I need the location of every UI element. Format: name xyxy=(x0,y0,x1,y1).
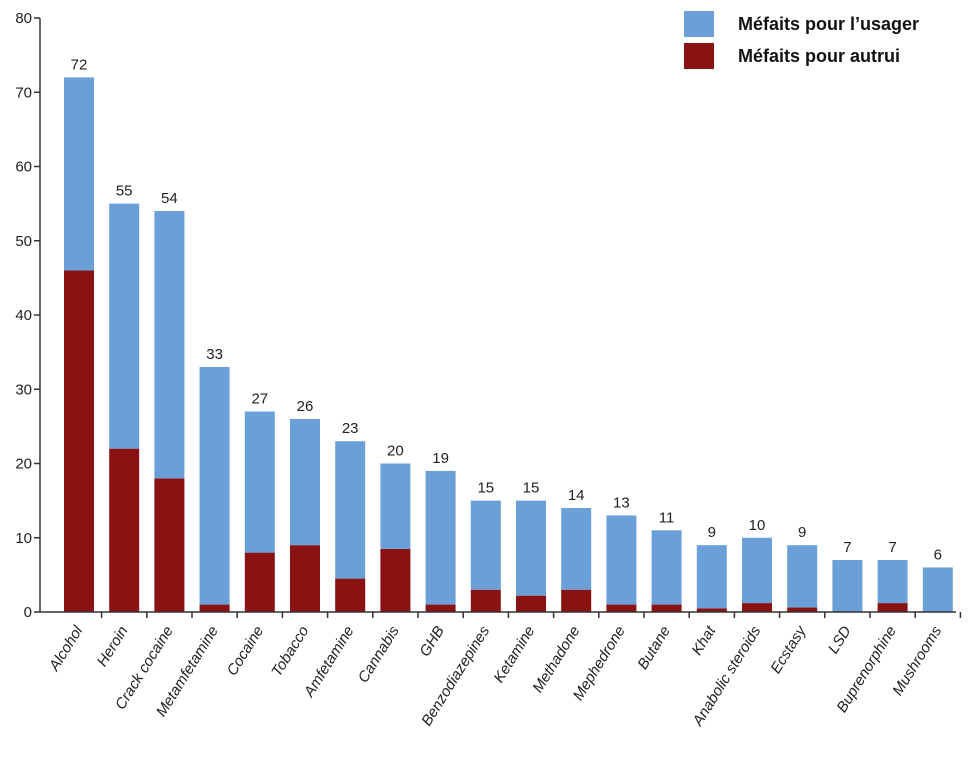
bar-segment-autrui xyxy=(290,545,320,612)
y-tick-label: 30 xyxy=(15,381,32,398)
x-tick-label: Heroin xyxy=(94,623,132,669)
bar-segment-usager xyxy=(335,441,366,579)
data-label: 9 xyxy=(708,524,716,541)
y-tick-label: 50 xyxy=(15,233,32,250)
bar-segment-autrui xyxy=(651,604,682,612)
value-labels: 72 55 54 33 27 26 23 20 19 15 15 14 13 11 9 10 9 7 7 6 xyxy=(71,56,942,563)
bar-segment-usager xyxy=(425,470,456,605)
bar-segment-usager xyxy=(606,515,637,605)
x-tick-label: Ecstasy xyxy=(767,622,810,677)
data-label: 19 xyxy=(432,450,449,467)
x-tick-label: Cocaine xyxy=(224,623,268,679)
bar-segment-autrui xyxy=(154,478,185,612)
legend-swatch-usager xyxy=(684,11,714,37)
x-tick-label: LSD xyxy=(825,623,855,657)
bar-segment-autrui xyxy=(696,608,727,612)
y-axis: 0 10 20 30 40 50 60 70 80 xyxy=(15,10,41,621)
bar-segment-autrui xyxy=(199,604,230,612)
bar-segment-usager xyxy=(832,560,863,612)
data-label: 55 xyxy=(116,183,133,200)
bar-segment-usager xyxy=(199,366,230,605)
data-label: 13 xyxy=(613,494,630,511)
y-tick-label: 80 xyxy=(15,10,32,27)
data-label: 15 xyxy=(477,480,494,497)
data-label: 9 xyxy=(798,524,806,541)
data-label: 7 xyxy=(843,539,851,556)
data-label: 6 xyxy=(934,546,942,563)
data-label: 14 xyxy=(568,487,585,504)
x-tick-label: GHB xyxy=(416,623,448,660)
legend-swatch-autrui xyxy=(684,43,714,69)
data-label: 27 xyxy=(251,391,268,408)
y-tick-label: 40 xyxy=(15,307,32,324)
y-tick-label: 70 xyxy=(15,84,32,101)
data-label: 7 xyxy=(888,539,896,556)
x-tick-label: Alcohol xyxy=(45,623,86,675)
x-tick-label: Ketamine xyxy=(490,623,538,686)
legend-label-usager: Méfaits pour l’usager xyxy=(738,13,920,34)
bar-segment-usager xyxy=(244,411,275,553)
legend-item-autrui: Méfaits pour autrui xyxy=(684,40,919,72)
data-label: 26 xyxy=(297,398,314,415)
bar-segment-autrui xyxy=(109,448,140,612)
bar-segment-usager xyxy=(380,463,411,549)
data-label: 72 xyxy=(71,56,88,73)
bar-segment-usager xyxy=(290,418,320,546)
x-tick-label: Tobacco xyxy=(268,623,312,680)
bar-segment-autrui xyxy=(877,603,908,612)
bar-segment-autrui xyxy=(335,578,366,612)
bar-segment-autrui xyxy=(787,607,818,612)
y-tick-label: 10 xyxy=(15,530,32,547)
x-tick-label: Cannabis xyxy=(355,623,403,686)
data-label: 10 xyxy=(749,517,766,534)
legend-label-autrui: Méfaits pour autrui xyxy=(738,45,901,66)
bar-segment-autrui xyxy=(742,603,772,612)
bar-segment-usager xyxy=(64,77,94,271)
bar-segment-usager xyxy=(877,560,908,604)
bar-segment-autrui xyxy=(64,270,94,612)
bar-segment-usager xyxy=(922,567,953,612)
bar-segment-autrui xyxy=(561,589,592,612)
bar-segment-autrui xyxy=(470,589,501,612)
bar-segment-usager xyxy=(696,545,727,609)
x-tick-label: Butane xyxy=(634,623,674,672)
bar-segment-autrui xyxy=(425,604,456,612)
bar-segment-usager xyxy=(742,537,772,604)
data-label: 33 xyxy=(206,346,223,363)
y-tick-label: 0 xyxy=(24,604,32,621)
data-label: 15 xyxy=(523,480,540,497)
legend-item-usager: Méfaits pour l’usager xyxy=(684,8,919,40)
bar-segment-usager xyxy=(516,500,546,596)
bar-segment-usager xyxy=(561,508,592,590)
y-tick-label: 60 xyxy=(15,159,32,176)
bar-segment-usager xyxy=(651,530,682,605)
legend: Méfaits pour l’usager Méfaits pour autru… xyxy=(684,8,919,72)
bar-segment-usager xyxy=(109,203,140,449)
data-label: 54 xyxy=(161,190,178,207)
y-tick-label: 20 xyxy=(15,456,32,473)
bar-segment-usager xyxy=(787,545,818,608)
data-label: 23 xyxy=(342,420,359,437)
bar-segment-autrui xyxy=(606,604,637,612)
bar-segment-usager xyxy=(470,500,501,590)
bar-segment-autrui xyxy=(244,552,275,612)
bar-segment-autrui xyxy=(516,595,546,612)
bar-segment-usager xyxy=(154,211,185,479)
bar-segment-autrui xyxy=(380,548,411,612)
data-label: 11 xyxy=(659,509,675,526)
x-tick-label: Khat xyxy=(688,622,719,658)
bars xyxy=(64,77,953,612)
data-label: 20 xyxy=(387,443,404,460)
